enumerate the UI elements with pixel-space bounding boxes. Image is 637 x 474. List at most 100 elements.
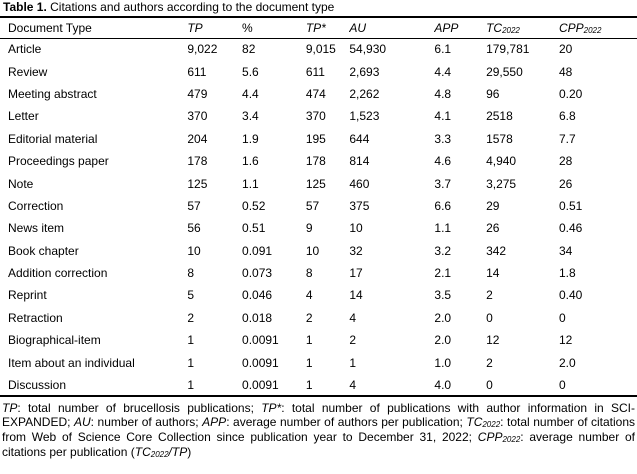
table-row: Retraction 2 0.018 2 4 2.0 0 0 <box>0 307 637 329</box>
table-row: Addition correction 8 0.073 8 17 2.1 14 1.8 <box>0 262 637 284</box>
cell-tp_star: 8 <box>305 266 313 281</box>
cell-au: 17 <box>349 266 363 281</box>
cell-tp_star: 1 <box>305 333 313 348</box>
column-header-app: APP <box>434 17 487 39</box>
cell-tp_star: 1 <box>305 355 313 370</box>
table-title-text: Citations and authors according to the d… <box>46 0 335 14</box>
cell-document_type: Review <box>8 64 48 79</box>
cell-pct: 82 <box>242 38 306 60</box>
cell-tc2022: 0 <box>486 374 559 396</box>
table-row: Meeting abstract 479 4.4 474 2,262 4.8 96 0.20 <box>0 83 637 105</box>
table-row: Biographical-item 1 0.0091 1 2 2.0 12 12 <box>0 329 637 351</box>
table-row: Letter 370 3.4 370 1,523 4.1 2518 6.8 <box>0 105 637 127</box>
cell-document_type: Retraction <box>8 310 63 325</box>
cell-tp_star: 370 <box>305 109 326 124</box>
cell-pct: 5.6 <box>242 64 259 79</box>
cell-app: 1.1 <box>434 221 452 236</box>
cell-document_type: Biographical-item <box>8 333 101 348</box>
cell-tp_star: 2 <box>305 310 313 325</box>
cell-document_type: Letter <box>8 109 39 124</box>
footnote-segment: : average number of citations per public… <box>2 429 635 459</box>
cell-app: 2.0 <box>434 310 452 325</box>
cell-tp: 1 <box>187 374 242 396</box>
cell-document_type: Reprint <box>8 288 47 303</box>
cell-tc2022: 14 <box>486 266 500 281</box>
cell-cpp2022: 2.0 <box>558 355 576 370</box>
cell-tc2022: 12 <box>486 333 500 348</box>
cell-app: 1.0 <box>434 355 452 370</box>
cell-tp: 1 <box>187 333 195 348</box>
cell-tp_star: 10 <box>305 243 320 258</box>
cell-au: 54,930 <box>349 38 434 60</box>
cell-document_type: Addition correction <box>8 266 108 281</box>
cell-pct: 0.091 <box>242 243 273 258</box>
cell-tp_star: 9,015 <box>306 38 350 60</box>
cell-cpp2022: 26 <box>558 176 573 191</box>
footnote-segment: : total number of publications with auth… <box>2 401 635 430</box>
footnote-segment: : number of authors; <box>90 415 203 430</box>
cell-cpp2022: 34 <box>558 243 573 258</box>
cell-app: 4.4 <box>434 64 452 79</box>
cell-cpp2022: 20 <box>559 38 637 60</box>
cell-document_type: Article <box>8 42 42 57</box>
footnote-segment: 2022 <box>150 449 169 459</box>
cell-document_type: Discussion <box>8 377 67 392</box>
footnote-segment: /TP <box>168 444 188 459</box>
cell-cpp2022: 0 <box>559 374 637 396</box>
cell-tc2022: 179,781 <box>486 38 559 60</box>
footnote-segment: APP <box>202 415 227 430</box>
cell-pct: 4.4 <box>242 86 259 101</box>
cell-pct: 0.51 <box>242 221 266 236</box>
footnote-segment: TC <box>466 415 483 430</box>
footnote-segment: CPP <box>477 429 503 444</box>
cell-tc2022: 342 <box>486 243 507 258</box>
cell-document_type: News item <box>8 221 65 236</box>
cell-tp: 10 <box>187 243 201 258</box>
cell-tc2022: 2 <box>486 355 493 370</box>
cell-app: 6.6 <box>434 198 452 213</box>
cell-au: 4 <box>349 374 434 396</box>
footnote-segment: TP* <box>261 401 282 416</box>
footnote-segment: TP <box>2 401 18 416</box>
cell-tp: 56 <box>187 221 201 236</box>
cell-tp_star: 178 <box>305 154 326 169</box>
cell-tp_star: 611 <box>305 64 325 79</box>
cell-cpp2022: 0.51 <box>558 198 583 213</box>
cell-app: 4.0 <box>434 374 486 396</box>
cell-au: 2 <box>349 333 357 348</box>
cell-cpp2022: 12 <box>558 333 573 348</box>
cell-cpp2022: 1.8 <box>558 266 576 281</box>
cell-tc2022: 2518 <box>486 109 513 124</box>
column-header-document_type: Document Type <box>0 17 188 39</box>
cell-tp_star: 57 <box>305 198 320 213</box>
table-row: Note 125 1.1 125 460 3.7 3,275 26 <box>0 172 637 194</box>
table-title: Table 1. Citations and authors according… <box>0 0 637 16</box>
cell-cpp2022: 7.7 <box>558 131 576 146</box>
cell-app: 4.1 <box>434 109 452 124</box>
cell-app: 2.1 <box>434 266 452 281</box>
cell-cpp2022: 48 <box>558 64 573 79</box>
table-row: Article 9,022 82 9,015 54,930 6.1 179,781 20 <box>0 38 637 60</box>
footnote-segment: TC <box>134 444 151 459</box>
cell-app: 2.0 <box>434 333 452 348</box>
cell-pct: 0.073 <box>242 266 273 281</box>
table-header-row: Document Type TP% TP* AU APP TC2022 CPP2022 <box>0 17 637 39</box>
cell-pct: 0.018 <box>242 310 273 325</box>
cell-tp: 5 <box>187 288 195 303</box>
cell-pct: 3.4 <box>242 109 259 124</box>
footnote-segment: 2022 <box>502 434 521 444</box>
cell-pct: 0.046 <box>242 288 273 303</box>
cell-au: 460 <box>349 176 370 191</box>
cell-app: 4.8 <box>434 86 452 101</box>
cell-cpp2022: 0 <box>558 310 566 325</box>
cell-tp: 2 <box>187 310 195 325</box>
cell-tp: 8 <box>187 266 195 281</box>
cell-tc2022: 3,275 <box>486 176 517 191</box>
footnote-segment: : total number of brucellosis publicatio… <box>17 401 262 416</box>
footnote-segment: AU <box>74 415 91 430</box>
cell-tp_star: 474 <box>305 86 326 101</box>
cell-tp_star: 9 <box>305 221 313 236</box>
table-title-label: Table 1. <box>3 0 47 14</box>
cell-tc2022: 29 <box>486 198 500 213</box>
